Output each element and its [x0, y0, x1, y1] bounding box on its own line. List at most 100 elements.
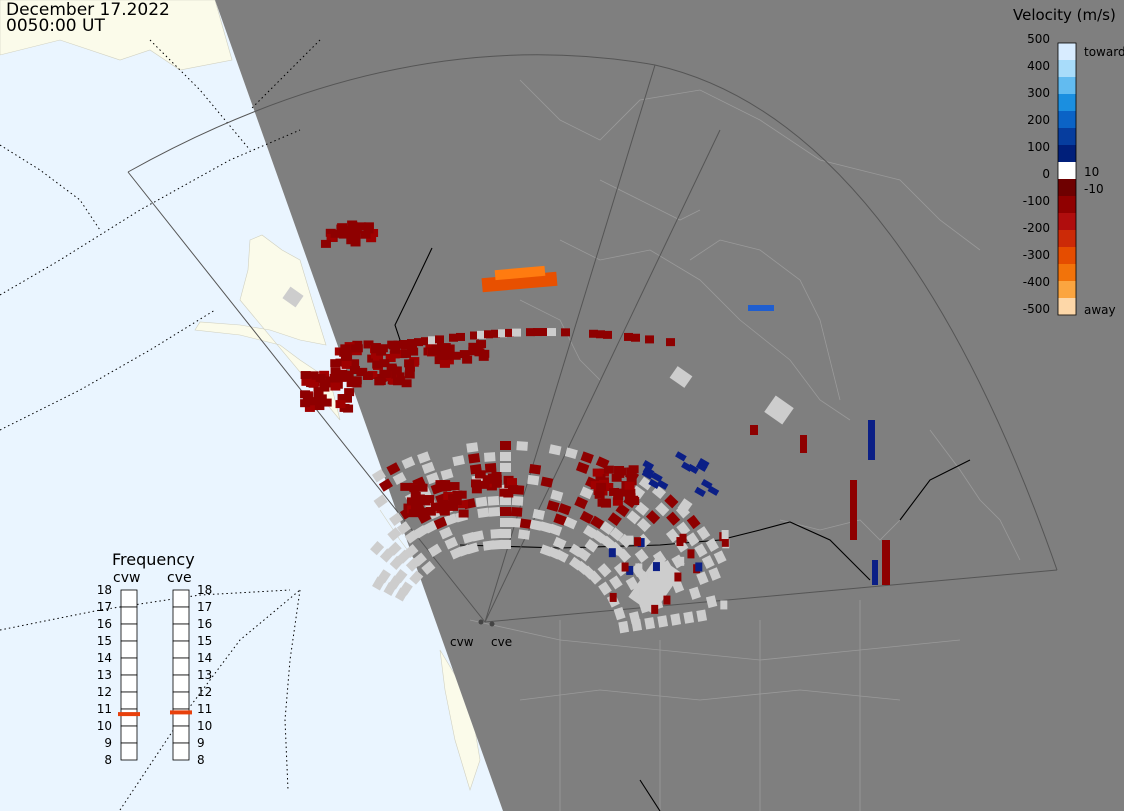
scatter-cell — [471, 530, 485, 542]
scatter-cell — [564, 447, 578, 460]
scatter-cell — [389, 350, 400, 359]
scatter-cell — [320, 239, 331, 248]
scatter-cell — [686, 514, 701, 530]
scatter-cell — [694, 543, 708, 558]
scatter-cell — [500, 540, 511, 549]
scatter-cell — [651, 485, 667, 500]
scatter-cell — [450, 351, 461, 360]
inner-neg-label: -10 — [1084, 182, 1104, 196]
scatter-cell — [576, 547, 591, 562]
frequency-cell — [172, 742, 190, 761]
scatter-cell — [313, 387, 324, 396]
scatter-cell — [494, 265, 546, 281]
scatter-cell — [508, 485, 519, 494]
scatter-cell — [459, 350, 470, 359]
scatter-cell — [552, 536, 567, 550]
scatter-cell — [500, 529, 511, 538]
frequency-cell — [120, 725, 138, 744]
scatter-cell — [644, 617, 656, 630]
scatter-cell — [411, 495, 422, 504]
scatter-cell — [374, 377, 385, 386]
colorbar-swatch — [1058, 230, 1076, 248]
scatter-cell — [503, 489, 514, 498]
scatter-cell — [444, 500, 455, 509]
scatter-cell — [651, 472, 663, 483]
scatter-cell — [370, 350, 381, 359]
scatter-cell — [319, 379, 330, 388]
scatter-cell — [335, 358, 346, 367]
scatter-cell — [696, 526, 711, 541]
frequency-cell — [120, 606, 138, 625]
frequency-tick-label: 17 — [197, 600, 213, 614]
scatter-cell — [379, 369, 390, 378]
scatter-cell — [694, 486, 706, 498]
scatter-cell — [371, 469, 387, 483]
scatter-cell — [458, 509, 469, 518]
frequency-marker — [170, 710, 192, 715]
frequency-cell — [120, 657, 138, 676]
scatter-cell — [373, 354, 384, 363]
scatter-cell — [343, 373, 354, 382]
scatter-cell — [475, 496, 488, 508]
scatter-cell — [335, 400, 346, 409]
scatter-cell — [612, 497, 623, 506]
scatter-cell — [603, 330, 612, 339]
colorbar-swatch — [1058, 213, 1076, 231]
scatter-cell — [563, 516, 578, 530]
frequency-tick-label: 16 — [197, 617, 213, 631]
scatter-cell — [434, 356, 445, 365]
scatter-cell — [484, 330, 493, 339]
frequency-tick-label: 8 — [197, 753, 205, 767]
scatter-cell — [367, 354, 378, 363]
scatter-cell — [599, 521, 615, 535]
scatter-cell — [340, 229, 351, 238]
scatter-cell — [548, 444, 562, 456]
colorbar-swatch — [1058, 145, 1076, 163]
scatter-cell — [676, 521, 691, 536]
scatter-cell — [490, 528, 503, 539]
scatter-cell — [683, 611, 695, 624]
scatter-cell — [656, 479, 669, 490]
scatter-cell — [471, 485, 482, 494]
frequency-tick-label: 15 — [96, 634, 112, 648]
scatter-cell — [626, 565, 634, 575]
frequency-cell — [172, 640, 190, 659]
scatter-cell — [628, 555, 682, 615]
scatter-cell — [300, 371, 311, 380]
scatter-cell — [720, 600, 728, 610]
scatter-cell — [440, 347, 451, 356]
scatter-cell — [393, 569, 408, 584]
scatter-cell — [433, 516, 448, 530]
scatter-cell — [330, 229, 341, 238]
scatter-cell — [468, 347, 479, 356]
frequency-tick-label: 11 — [197, 702, 213, 716]
scatter-cell — [363, 340, 374, 349]
scatter-cell — [476, 340, 487, 349]
scatter-cell — [550, 489, 564, 502]
scatter-cell — [882, 540, 890, 585]
date-label: December 17.2022 — [6, 0, 170, 20]
frequency-tick-label: 9 — [197, 736, 205, 750]
scatter-cell — [360, 230, 371, 239]
scatter-cell — [400, 482, 411, 491]
scatter-cell — [609, 592, 617, 602]
scatter-cell — [626, 535, 634, 545]
scatter-cell — [483, 452, 496, 462]
scatter-cell — [647, 569, 655, 579]
scatter-cell — [458, 500, 469, 509]
scatter-cell — [595, 474, 606, 483]
colorbar-swatch — [1058, 77, 1076, 95]
scatter-cell — [362, 371, 373, 380]
scatter-cell — [540, 476, 554, 488]
scatter-cell — [597, 498, 608, 507]
scatter-cell — [326, 233, 337, 242]
scatter-cell — [674, 572, 682, 582]
colorbar-swatch — [1058, 111, 1076, 129]
colorbar-swatch — [1058, 43, 1076, 61]
scatter-cell — [477, 330, 486, 339]
scatter-cell — [579, 486, 594, 500]
colorbar-swatch — [1058, 281, 1076, 299]
frequency-tick-label: 18 — [197, 583, 213, 597]
frequency-cell — [120, 691, 138, 710]
scatter-cell — [872, 560, 878, 585]
